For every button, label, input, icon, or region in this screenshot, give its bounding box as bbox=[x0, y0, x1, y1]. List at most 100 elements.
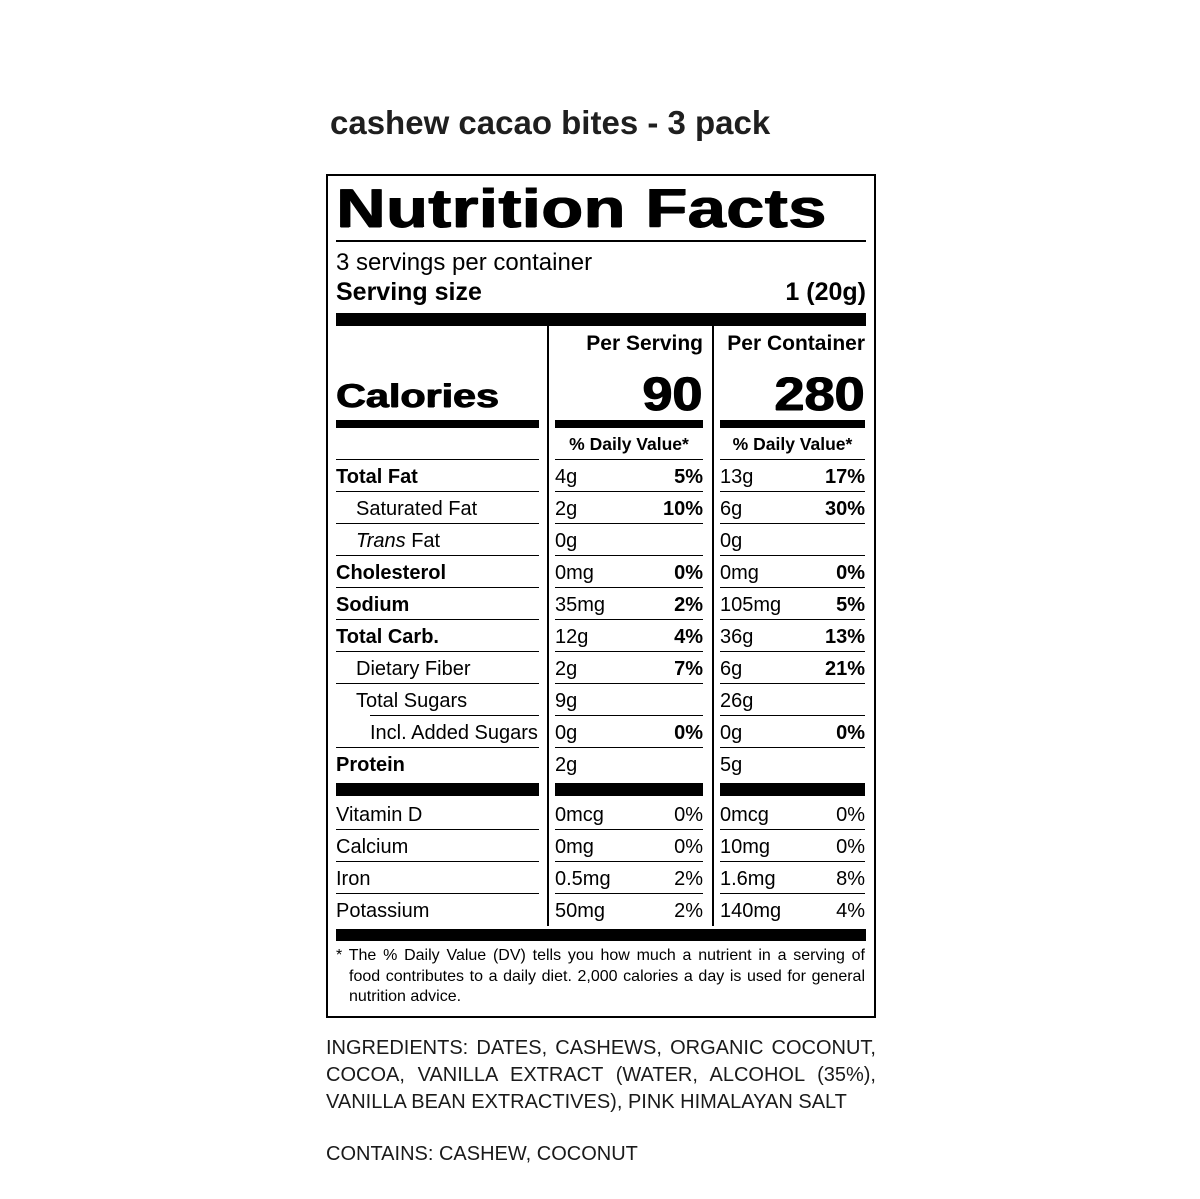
amount-value: 0mcg bbox=[555, 804, 604, 827]
amount-value: 26g bbox=[720, 690, 754, 713]
serving-size-row: Serving size 1 (20g) bbox=[336, 278, 866, 307]
daily-value-percent: 5% bbox=[674, 466, 703, 489]
vitamin-row: Iron 0.5mg 2% 1.6mg 8% bbox=[328, 862, 874, 895]
amount-value: 0g bbox=[555, 530, 578, 553]
nutrient-name-cell: Dietary Fiber bbox=[328, 652, 547, 685]
amount-value: 0g bbox=[555, 722, 578, 745]
per-serving-value-cell: 50mg 2% bbox=[547, 894, 712, 927]
daily-value-percent: 17% bbox=[824, 466, 865, 489]
separator-line bbox=[370, 714, 539, 717]
nutrient-name: Protein bbox=[336, 754, 405, 777]
separator-line bbox=[720, 650, 865, 653]
daily-value-header-serving-cell: % Daily Value* bbox=[547, 428, 712, 461]
bottom-divider-bar bbox=[336, 929, 866, 942]
bar-segment-cell bbox=[712, 780, 874, 799]
nutrient-name-cell: Vitamin D bbox=[328, 798, 547, 831]
per-container-value-cell: 6g 21% bbox=[712, 652, 874, 685]
separator-line bbox=[336, 892, 539, 895]
amount-value: 1.6mg bbox=[720, 868, 776, 891]
nutrient-row: Cholesterol 0mg 0% 0mg 0% bbox=[328, 556, 874, 589]
thick-bar-segment bbox=[720, 783, 865, 797]
nutrition-facts-heading: Nutrition Facts bbox=[336, 177, 827, 239]
nutrient-name: Calcium bbox=[336, 836, 409, 859]
nutrient-name-cell: Sodium bbox=[328, 588, 547, 621]
calories-label-cell: Calories bbox=[328, 358, 547, 429]
daily-value-percent: 5% bbox=[836, 594, 865, 617]
calories-row: Calories 90 280 bbox=[328, 358, 874, 429]
daily-value-percent: 2% bbox=[674, 900, 703, 923]
daily-value-percent: 0% bbox=[674, 804, 703, 827]
nutrient-name-cell: Cholesterol bbox=[328, 556, 547, 589]
separator-line bbox=[720, 554, 865, 557]
per-serving-value-cell: 12g 4% bbox=[547, 620, 712, 653]
per-container-value-cell: 1.6mg 8% bbox=[712, 862, 874, 895]
nutrient-name-italic: Trans bbox=[356, 530, 406, 553]
serving-size-label: Serving size bbox=[336, 278, 482, 307]
separator-line bbox=[555, 554, 703, 557]
vitamin-row: Calcium 0mg 0% 10mg 0% bbox=[328, 830, 874, 863]
nutrient-name: Saturated Fat bbox=[356, 498, 478, 521]
amount-value: 0mg bbox=[555, 836, 594, 859]
separator-line bbox=[336, 522, 539, 525]
per-container-value-cell: 0g bbox=[712, 524, 874, 557]
daily-value-percent: 0% bbox=[836, 836, 865, 859]
daily-value-percent: 0% bbox=[674, 836, 703, 859]
amount-value: 50mg bbox=[555, 900, 606, 923]
separator-line bbox=[555, 860, 703, 863]
nutrient-row: Total Carb. 12g 4% 36g 13% bbox=[328, 620, 874, 653]
separator-line bbox=[720, 746, 865, 749]
daily-value-percent: 0% bbox=[836, 804, 865, 827]
amount-value: 0mg bbox=[555, 562, 594, 585]
vitamin-row: Vitamin D 0mcg 0% 0mcg 0% bbox=[328, 798, 874, 831]
amount-value: 6g bbox=[720, 498, 743, 521]
separator-line bbox=[720, 892, 865, 895]
nutrient-name: Cholesterol bbox=[336, 562, 447, 585]
separator-line bbox=[336, 458, 539, 461]
separator-line bbox=[720, 828, 865, 831]
per-serving-value-cell: 0mg 0% bbox=[547, 556, 712, 589]
separator-line bbox=[555, 420, 703, 429]
vitamin-row: Potassium 50mg 2% 140mg 4% bbox=[328, 894, 874, 927]
daily-value-header-container-cell: % Daily Value* bbox=[712, 428, 874, 461]
page: cashew cacao bites - 3 pack Nutrition Fa… bbox=[326, 104, 876, 1165]
per-serving-value-cell: 0.5mg 2% bbox=[547, 862, 712, 895]
footnote-text: The % Daily Value (DV) tells you how muc… bbox=[348, 947, 865, 1006]
amount-value: 36g bbox=[720, 626, 754, 649]
daily-value-percent: 7% bbox=[674, 658, 703, 681]
amount-value: 2g bbox=[555, 754, 578, 777]
nutrient-name-cell: Trans Fat bbox=[328, 524, 547, 557]
separator-line bbox=[555, 586, 703, 589]
per-container-value-cell: 13g 17% bbox=[712, 460, 874, 493]
protein-divider-bar-row bbox=[328, 780, 874, 799]
nutrient-name-cell: Protein bbox=[328, 748, 547, 780]
per-serving-value-cell: 2g 7% bbox=[547, 652, 712, 685]
amount-value: 2g bbox=[555, 658, 578, 681]
nutrient-name-cell: Total Fat bbox=[328, 460, 547, 493]
calories-label: Calories bbox=[336, 377, 499, 415]
separator-line bbox=[336, 554, 539, 557]
separator-line bbox=[336, 586, 539, 589]
contains-text: CONTAINS: CASHEW, COCONUT bbox=[326, 1142, 638, 1165]
serving-size-value: 1 (20g) bbox=[785, 278, 866, 307]
per-container-header-cell: Per Container bbox=[712, 326, 874, 359]
daily-value-percent: 0% bbox=[674, 562, 703, 585]
per-serving-value-cell: 0mcg 0% bbox=[547, 798, 712, 831]
per-container-value-cell: 36g 13% bbox=[712, 620, 874, 653]
nutrient-row: Sodium 35mg 2% 105mg 5% bbox=[328, 588, 874, 621]
amount-value: 13g bbox=[720, 466, 754, 489]
amount-value: 5g bbox=[720, 754, 743, 777]
per-container-value-cell: 10mg 0% bbox=[712, 830, 874, 863]
bar-segment-cell bbox=[547, 780, 712, 799]
nutrient-row: Dietary Fiber 2g 7% 6g 21% bbox=[328, 652, 874, 685]
nutrient-row: Trans Fat 0g 0g bbox=[328, 524, 874, 557]
per-serving-header: Per Serving bbox=[586, 332, 703, 356]
per-serving-value-cell: 35mg 2% bbox=[547, 588, 712, 621]
daily-value-percent: 21% bbox=[824, 658, 865, 681]
nutrient-row: Total Fat 4g 5% 13g 17% bbox=[328, 460, 874, 493]
nutrient-name-cell: Total Sugars bbox=[328, 684, 547, 717]
nutrient-name: Potassium bbox=[336, 900, 430, 923]
daily-value-percent: 4% bbox=[674, 626, 703, 649]
amount-value: 9g bbox=[555, 690, 578, 713]
nutrient-row: Protein 2g 5g bbox=[328, 748, 874, 781]
thick-bar-segment bbox=[336, 783, 539, 797]
